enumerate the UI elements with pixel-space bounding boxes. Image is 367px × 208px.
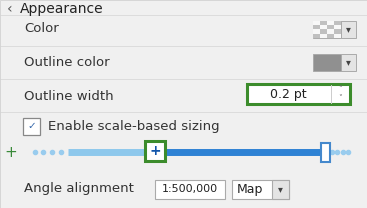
Text: Map: Map	[236, 183, 263, 196]
FancyBboxPatch shape	[313, 29, 320, 33]
FancyBboxPatch shape	[23, 118, 40, 135]
FancyBboxPatch shape	[272, 180, 289, 199]
Text: +: +	[4, 145, 17, 160]
FancyBboxPatch shape	[334, 21, 341, 25]
Text: Appearance: Appearance	[20, 2, 104, 16]
FancyBboxPatch shape	[313, 21, 341, 38]
Text: Enable scale-based sizing: Enable scale-based sizing	[48, 120, 219, 133]
FancyBboxPatch shape	[145, 141, 165, 161]
FancyBboxPatch shape	[334, 33, 341, 38]
FancyBboxPatch shape	[320, 21, 327, 25]
FancyBboxPatch shape	[341, 21, 356, 38]
Text: Angle alignment: Angle alignment	[24, 182, 134, 195]
FancyBboxPatch shape	[327, 29, 334, 33]
FancyBboxPatch shape	[313, 25, 320, 29]
FancyBboxPatch shape	[321, 143, 330, 162]
FancyBboxPatch shape	[341, 54, 356, 71]
Text: +: +	[149, 144, 161, 158]
FancyBboxPatch shape	[313, 21, 320, 25]
FancyBboxPatch shape	[320, 29, 327, 33]
FancyBboxPatch shape	[320, 33, 327, 38]
Text: 1:500,000: 1:500,000	[162, 184, 218, 194]
FancyBboxPatch shape	[247, 84, 350, 104]
FancyBboxPatch shape	[155, 180, 225, 199]
FancyBboxPatch shape	[334, 29, 341, 33]
Text: ˄: ˄	[338, 85, 342, 94]
Text: ▾: ▾	[346, 58, 351, 68]
Text: Color: Color	[24, 22, 59, 35]
Text: ‹: ‹	[7, 2, 12, 16]
FancyBboxPatch shape	[232, 180, 289, 199]
Text: 0.2 pt: 0.2 pt	[270, 88, 306, 101]
FancyBboxPatch shape	[313, 33, 320, 38]
FancyBboxPatch shape	[313, 54, 341, 71]
FancyBboxPatch shape	[334, 25, 341, 29]
Text: Outline width: Outline width	[24, 90, 113, 103]
Text: Outline color: Outline color	[24, 56, 109, 69]
Text: ˅: ˅	[338, 94, 342, 103]
FancyBboxPatch shape	[327, 25, 334, 29]
FancyBboxPatch shape	[327, 21, 334, 25]
FancyBboxPatch shape	[320, 25, 327, 29]
Text: ✓: ✓	[27, 121, 36, 131]
Text: ▾: ▾	[346, 24, 351, 34]
FancyBboxPatch shape	[327, 33, 334, 38]
Text: ▾: ▾	[278, 184, 283, 194]
